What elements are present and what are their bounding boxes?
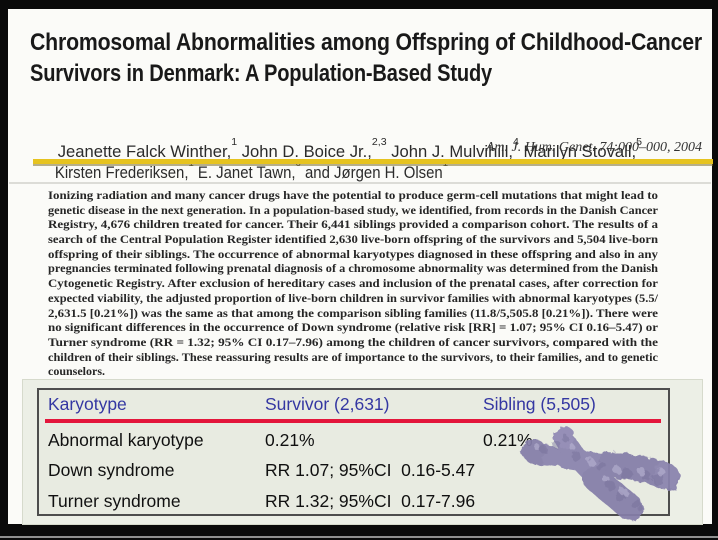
author-name: E. Janet Tawn,6	[194, 157, 301, 182]
abstract-line: no significant differences in the occurr…	[48, 320, 658, 335]
author-superscript: 1	[231, 136, 238, 148]
table-row: Abnormal karyotype 0.21% 0.21%	[39, 425, 668, 456]
table-header-row: Karyotype Survivor (2,631) Sibling (5,50…	[39, 390, 668, 419]
column-header-sibling: Sibling (5,505)	[483, 394, 596, 414]
table-body: Abnormal karyotype 0.21% 0.21% Down synd…	[39, 425, 668, 517]
author-name: John J. Mulvihill,4	[386, 136, 519, 161]
abstract-line: expected viability, the adjusted proport…	[48, 290, 658, 305]
bottom-frame-hairline	[0, 536, 718, 538]
journal-citation: Am. J. Hum. Genet. 74:000–000, 2004	[485, 140, 702, 155]
survivor-value: RR 1.07; 95%CI 0.16-5.47	[265, 460, 476, 481]
author-name: Jeanette Falck Winther,1	[57, 136, 238, 161]
abstract-line: Cytogenetic Registry. After exclusion of…	[48, 276, 658, 291]
author-superscript: 4	[513, 136, 519, 148]
abstract-text: Ionizing radiation and many cancer drugs…	[48, 188, 658, 379]
table-row: Down syndrome RR 1.07; 95%CI 0.16-5.47	[39, 456, 668, 487]
author-superscript: 2,3	[371, 136, 387, 148]
abstract-line: genetic disease in the next generation. …	[48, 202, 658, 217]
yellow-divider-rule	[33, 159, 713, 164]
author-name: Marilyn Stovall,5	[518, 136, 642, 161]
authors-block: Jeanette Falck Winther,1 John D. Boice J…	[30, 95, 690, 182]
abstract-line: counselors.	[48, 364, 105, 379]
title-line-1: Chromosomal Abnormalities among Offsprin…	[30, 29, 702, 56]
abstract-line: Turner syndrome (RR = 1.32; 95% CI 0.17–…	[48, 334, 658, 349]
abstract-line: Registry, 4,676 children treated for can…	[48, 217, 658, 232]
authors-line-2: Kirsten Frederiksen,1 E. Janet Tawn,6 an…	[30, 116, 690, 182]
authors-line-1: Jeanette Falck Winther,1 John D. Boice J…	[30, 95, 690, 161]
author-name: John D. Boice Jr.,2,3	[237, 136, 387, 161]
abstract-line: search of the Central Population Registe…	[48, 232, 658, 247]
sibling-value: 0.21%	[483, 429, 533, 450]
abstract-line: children of their siblings. These reassu…	[48, 349, 659, 364]
author-name: Kirsten Frederiksen,1	[55, 157, 194, 182]
author-superscript: 5	[636, 136, 642, 148]
row-label: Abnormal karyotype	[48, 429, 204, 450]
abstract-line: Ionizing radiation and many cancer drugs…	[48, 188, 658, 202]
author-name: and Jørgen H. Olsen1	[301, 157, 448, 182]
survivor-value: RR 1.32; 95%CI 0.17-7.96	[265, 490, 476, 511]
survivor-value: 0.21%	[265, 429, 315, 450]
red-divider-rule	[45, 419, 661, 423]
karyotype-table: Karyotype Survivor (2,631) Sibling (5,50…	[37, 388, 670, 516]
title-line-2: Survivors in Denmark: A Population-Based…	[30, 60, 492, 87]
row-label: Down syndrome	[48, 460, 175, 481]
column-header-survivor: Survivor (2,631)	[265, 394, 390, 414]
abstract-line: offspring of their siblings. The occurre…	[48, 246, 658, 261]
abstract-line: pregnancies terminated following prenata…	[48, 261, 658, 276]
abstract-scan-edge	[9, 182, 711, 184]
paper-title: Chromosomal Abnormalities among Offsprin…	[30, 27, 710, 89]
table-row: Turner syndrome RR 1.32; 95%CI 0.17-7.96	[39, 486, 668, 517]
row-label: Turner syndrome	[48, 490, 181, 511]
x-chromosome-illustration	[522, 426, 680, 521]
column-header-karyotype: Karyotype	[48, 394, 127, 414]
abstract-line: 2,631.5 [0.21%]) was the same as that am…	[48, 305, 658, 320]
